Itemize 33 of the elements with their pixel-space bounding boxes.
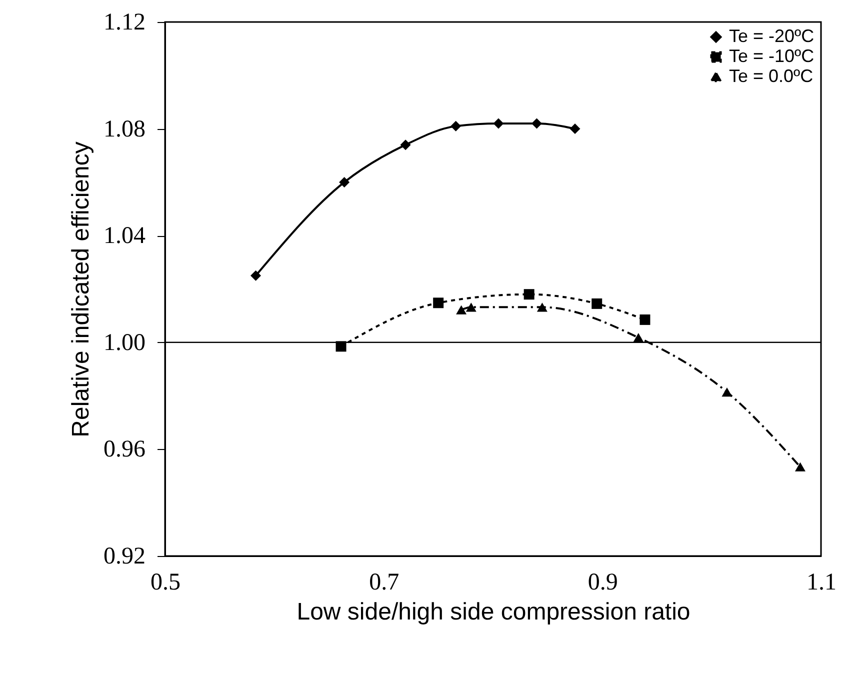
y-tick-label: 1.08 — [104, 116, 146, 142]
point — [570, 124, 580, 134]
x-axis-title: Low side/high side compression ratio — [296, 598, 690, 626]
x-tick-label: 0.9 — [588, 570, 618, 596]
x-tick-label: 0.7 — [369, 570, 400, 596]
point — [524, 289, 534, 300]
y-tick-label: 1.04 — [104, 223, 146, 250]
point — [250, 270, 261, 281]
point — [450, 120, 462, 132]
point — [336, 341, 346, 352]
x-tick-label: 1.1 — [806, 570, 836, 596]
point — [592, 298, 602, 309]
point — [456, 305, 467, 314]
point — [493, 118, 504, 129]
point — [794, 462, 806, 472]
point — [536, 302, 548, 312]
point — [339, 176, 350, 188]
legend-label: Te = 0.0ºC — [729, 66, 814, 86]
y-tick-label: 0.96 — [104, 436, 146, 463]
legend-label: Te = -20ºC — [729, 26, 814, 46]
point — [633, 333, 644, 342]
point — [722, 388, 732, 397]
point — [640, 314, 650, 325]
y-axis-title: Relative indicated efficiency — [68, 142, 94, 438]
x-tick-label: 0.5 — [150, 570, 180, 596]
point — [531, 118, 542, 129]
y-tick-label: 0.92 — [104, 544, 146, 570]
point — [433, 298, 444, 308]
point — [400, 140, 411, 150]
point — [466, 302, 476, 312]
y-tick-label: 1.12 — [104, 10, 146, 36]
y-tick-label: 1.00 — [104, 330, 146, 356]
legend-label: Te = -10ºC — [729, 46, 814, 66]
